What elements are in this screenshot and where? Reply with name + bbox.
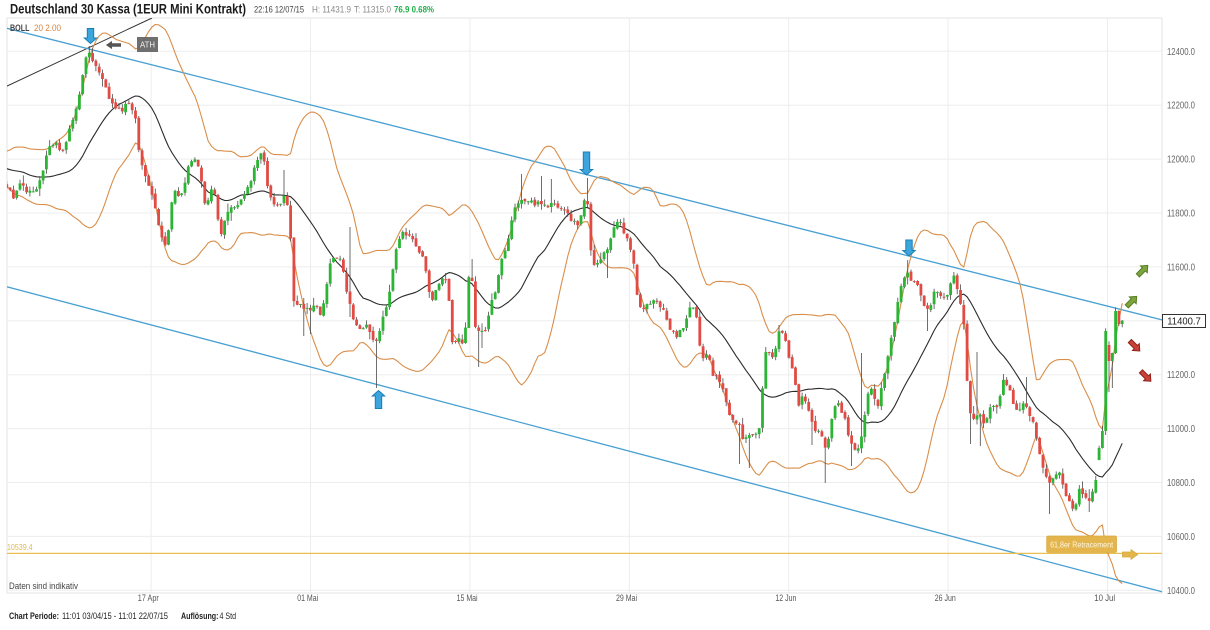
svg-text:10539.4: 10539.4 — [7, 542, 33, 552]
svg-text:Deutschland 30 Kassa (1EUR Min: Deutschland 30 Kassa (1EUR Mini Kontrakt… — [10, 2, 246, 17]
svg-text:12 Jun: 12 Jun — [775, 593, 796, 604]
svg-text:12400.0: 12400.0 — [1167, 47, 1195, 58]
svg-text:ATH: ATH — [140, 40, 155, 50]
svg-text:26 Jun: 26 Jun — [935, 593, 956, 604]
svg-text:10 Jul: 10 Jul — [1094, 593, 1115, 604]
svg-text:17 Apr: 17 Apr — [138, 593, 159, 604]
svg-text:12200.0: 12200.0 — [1167, 101, 1195, 112]
svg-text:12000.0: 12000.0 — [1167, 155, 1195, 166]
svg-text:H: 11431.9: H: 11431.9 — [312, 5, 351, 16]
svg-text:Chart Periode:: Chart Periode: — [9, 611, 59, 621]
svg-text:11200.0: 11200.0 — [1167, 370, 1195, 381]
svg-text:11000.0: 11000.0 — [1167, 424, 1195, 435]
svg-text:Auflösung:: Auflösung: — [181, 611, 219, 621]
svg-text:Daten sind indikativ: Daten sind indikativ — [9, 581, 78, 592]
svg-text:15 Mai: 15 Mai — [457, 593, 478, 604]
svg-text:11800.0: 11800.0 — [1167, 209, 1195, 220]
svg-text:20 2.00: 20 2.00 — [34, 23, 61, 33]
svg-text:11600.0: 11600.0 — [1167, 262, 1195, 273]
svg-text:10600.0: 10600.0 — [1167, 532, 1195, 543]
svg-text:BOLL: BOLL — [10, 23, 30, 33]
svg-text:T: 11315.0: T: 11315.0 — [354, 5, 391, 16]
svg-text:11400.7: 11400.7 — [1167, 316, 1201, 328]
svg-text:10400.0: 10400.0 — [1167, 586, 1195, 597]
svg-text:11:01 03/04/15 - 11:01 22/07/1: 11:01 03/04/15 - 11:01 22/07/15 — [62, 611, 168, 621]
svg-text:10800.0: 10800.0 — [1167, 478, 1195, 489]
svg-text:01 Mai: 01 Mai — [297, 593, 318, 604]
svg-text:61,8er Retracement: 61,8er Retracement — [1050, 539, 1114, 549]
svg-text:22:16 12/07/15: 22:16 12/07/15 — [254, 5, 304, 16]
svg-text:29 Mai: 29 Mai — [616, 593, 637, 604]
svg-text:4 Std: 4 Std — [220, 611, 237, 621]
svg-text:76.9 0.68%: 76.9 0.68% — [394, 5, 434, 16]
